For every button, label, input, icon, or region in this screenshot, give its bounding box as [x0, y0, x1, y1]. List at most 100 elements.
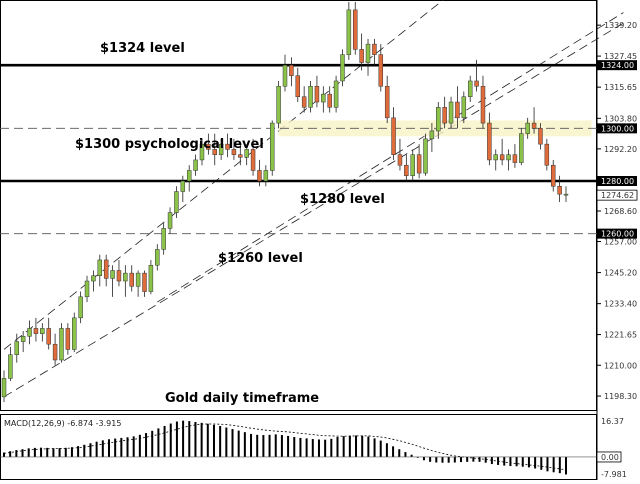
price-panel-frame: [0, 0, 597, 411]
candle-bearish: [257, 170, 262, 182]
candle-bearish: [301, 96, 307, 108]
candle-bearish: [557, 186, 562, 195]
macd-bar: [324, 439, 327, 457]
price-tick-label: 1210.00: [604, 361, 637, 370]
candle-bearish: [359, 49, 364, 63]
macd-bar: [157, 428, 160, 457]
candle-bullish: [448, 101, 454, 124]
macd-bar: [367, 436, 370, 457]
macd-bar: [336, 437, 339, 457]
candle-bullish: [263, 170, 269, 182]
candle-bearish: [212, 149, 217, 155]
annotation-1300-level: $1300 psychological level: [75, 137, 264, 152]
macd-bar: [219, 425, 222, 457]
candle-bearish: [327, 93, 332, 108]
candle-bearish: [404, 164, 409, 176]
macd-bar: [262, 435, 265, 457]
macd-bar: [546, 456, 549, 472]
macd-bar: [9, 451, 12, 457]
macd-bar: [95, 441, 98, 457]
macd-bar: [342, 436, 345, 457]
candle-bullish: [269, 122, 275, 171]
macd-tick-label: -7.981: [601, 470, 627, 479]
macd-bar: [355, 435, 358, 457]
candle-bearish: [544, 143, 550, 166]
price-tick-label: 1339.20: [604, 21, 637, 30]
candle-bullish: [276, 85, 281, 124]
candle-bearish: [531, 122, 537, 129]
macd-bar: [385, 443, 388, 457]
macd-bar: [77, 446, 80, 457]
candle-bullish: [155, 249, 160, 266]
candle-bullish: [135, 272, 141, 287]
candle-bearish: [480, 85, 486, 124]
level-price-box: [597, 60, 637, 71]
macd-zero-box: [596, 451, 622, 463]
macd-bar: [422, 456, 425, 461]
candle-bullish: [333, 80, 339, 108]
candle-bullish: [148, 264, 154, 292]
macd-bar: [225, 427, 228, 457]
macd-bar: [466, 456, 469, 462]
level-price-label: 1280.00: [601, 177, 634, 186]
level-price-label: 1324.00: [601, 61, 634, 70]
level-price-label: 1260.00: [601, 230, 634, 239]
candle-bearish: [455, 101, 460, 119]
macd-bar: [206, 423, 209, 457]
macd-bar: [58, 448, 61, 457]
candle-bearish: [512, 154, 518, 163]
macd-bar: [280, 435, 283, 457]
price-tick-label: 1315.65: [604, 83, 637, 92]
macd-bar: [410, 454, 413, 457]
annotation-1260-level: $1260 level: [218, 251, 303, 266]
macd-bar: [460, 456, 463, 463]
candle-bearish: [538, 128, 543, 145]
candle-bullish: [8, 354, 13, 379]
candle-bullish: [167, 212, 173, 229]
macd-bar: [478, 456, 481, 462]
macd-bar: [212, 424, 215, 457]
candle-bullish: [123, 272, 128, 282]
price-tick-label: 1221.65: [604, 331, 637, 340]
macd-bar: [447, 456, 450, 463]
macd-bar: [70, 447, 73, 457]
candle-bullish: [525, 122, 530, 134]
macd-bar: [521, 456, 524, 467]
candle-bearish: [550, 164, 556, 187]
candle-bearish: [103, 259, 109, 279]
candle-bearish: [289, 64, 294, 76]
channel-line: [3, 22, 624, 398]
price-axis-ticks: 1339.20 1327.45 1315.65 1303.80 1292.20 1280.…: [597, 21, 637, 401]
macd-bar: [27, 448, 30, 457]
price-tick-label: 1268.60: [604, 207, 637, 216]
macd-bar: [330, 438, 333, 457]
macd-bar: [114, 438, 117, 457]
macd-bar: [163, 425, 166, 457]
macd-bar: [404, 452, 407, 457]
macd-bar: [429, 456, 432, 462]
macd-bar: [398, 449, 401, 457]
candle-bullish: [20, 336, 26, 342]
candle-bullish: [308, 85, 313, 108]
macd-bar: [361, 435, 364, 457]
macd-histogram: [3, 420, 567, 475]
candle-bearish: [314, 85, 320, 103]
macd-bar: [453, 456, 456, 463]
trend-channel: [3, 0, 624, 398]
annotation-1324-level: $1324 level: [100, 41, 185, 56]
macd-bar: [151, 430, 154, 457]
candle-bearish: [378, 54, 384, 87]
macd-bar: [435, 456, 438, 463]
current-price-label: 1274.62: [601, 191, 634, 200]
price-tick-label: 1257.00: [604, 238, 637, 247]
macd-bar: [169, 423, 172, 457]
candle-bullish: [467, 80, 473, 98]
macd-bar: [231, 429, 234, 457]
candle-bullish: [244, 149, 249, 158]
macd-bar: [293, 437, 296, 457]
candle-bullish: [321, 93, 326, 103]
macd-bar: [40, 447, 43, 457]
macd-bar: [3, 452, 5, 457]
macd-bar: [194, 421, 197, 457]
macd-bar: [534, 456, 537, 469]
